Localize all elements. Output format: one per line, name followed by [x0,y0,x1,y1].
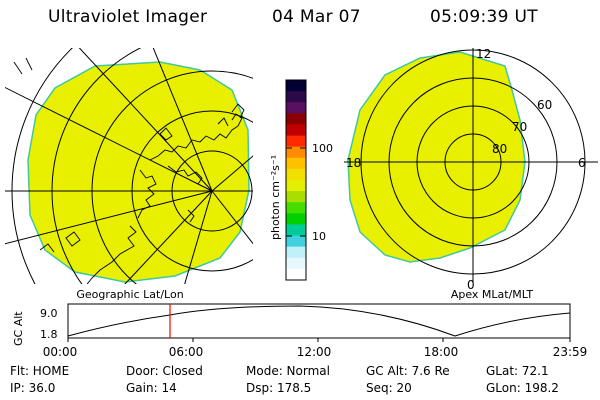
color-bar-segment [286,124,306,137]
mode-readout: Mode: Normal [246,364,330,378]
x-tick-0000: 00:00 [43,345,78,359]
left-panel-caption: Geographic Lat/Lon [76,288,183,301]
mlt-label-12: 12 [476,47,491,61]
color-bar-segment [286,191,306,203]
flt-readout: Flt: HOME [10,364,70,378]
instrument-title: Ultraviolet Imager [48,7,208,27]
x-tick-1200: 12:00 [297,345,332,359]
x-tick-1800: 18:00 [424,345,459,359]
geographic-map: Geographic Lat/Lon [5,48,253,301]
color-bar-segment [286,113,306,125]
coastline [13,57,245,284]
gain-readout: Gain: 14 [126,381,177,395]
color-bar: 100 10 photon cm⁻²s⁻¹ [269,79,333,281]
longitude-line [211,190,253,245]
altitude-plot-frame [67,303,571,339]
seq-readout: Seq: 20 [366,381,412,395]
color-bar-segment [286,257,306,270]
color-bar-segment [286,102,306,114]
color-bar-segment [286,202,306,214]
mlat-label-80: 80 [492,142,507,156]
color-bar-segment [286,180,306,192]
color-bar-segment [286,146,306,159]
color-bar-tick-100: 100 [312,142,333,155]
date-label: 04 Mar 07 [272,7,361,27]
longitude-line [152,48,213,192]
uv-emission-region [347,51,526,263]
longitude-line [78,48,213,192]
color-bar-gradient [286,80,306,281]
y-tick-1.8: 1.8 [40,328,58,341]
longitude-line [184,190,213,284]
color-bar-segment [286,168,306,181]
color-bar-segment [286,157,306,170]
door-readout: Door: Closed [126,364,203,378]
glat-readout: GLat: 72.1 [486,364,549,378]
longitude-line [5,190,213,245]
altitude-plot: 9.0 1.8 GC Alt 00:00 06:00 12:00 18:00 2… [12,303,588,359]
x-tick-2359: 23:59 [553,345,588,359]
color-bar-segment [286,80,306,92]
color-bar-segment [286,268,306,281]
dsp-readout: Dsp: 178.5 [246,381,312,395]
glon-readout: GLon: 198.2 [486,381,559,395]
altitude-ylabel: GC Alt [12,311,25,346]
mlt-label-18: 18 [346,156,361,170]
color-bar-segment [286,246,306,259]
gc-alt-readout: GC Alt: 7.6 Re [366,364,450,378]
color-bar-segment [286,91,306,103]
y-tick-9: 9.0 [40,307,58,320]
longitude-line [211,155,253,192]
color-bar-tick-10: 10 [312,230,326,243]
color-bar-frame [285,79,307,281]
x-tick-0600: 06:00 [169,345,204,359]
mlat-label-70: 70 [512,120,527,134]
ip-readout: IP: 36.0 [10,381,56,395]
color-bar-segment [286,135,306,148]
color-bar-segment [286,224,306,237]
time-label: 05:09:39 UT [430,7,538,27]
mlt-label-00: 0 [467,278,475,292]
uv-emission-region [27,61,250,283]
longitude-line [5,86,213,192]
altitude-curve [67,305,571,337]
mlt-label-06: 6 [578,156,586,170]
color-bar-unit-label: photon cm⁻²s⁻¹ [269,155,282,240]
color-bar-segment [286,213,306,225]
longitude-line [124,190,213,284]
right-panel-caption: Apex MLat/MLT [451,288,534,301]
mlat-label-60: 60 [537,98,552,112]
magnetic-polar-plot: 12 18 6 0 60 70 80 Apex MLat/MLT [344,47,598,301]
color-bar-segment [286,235,306,248]
